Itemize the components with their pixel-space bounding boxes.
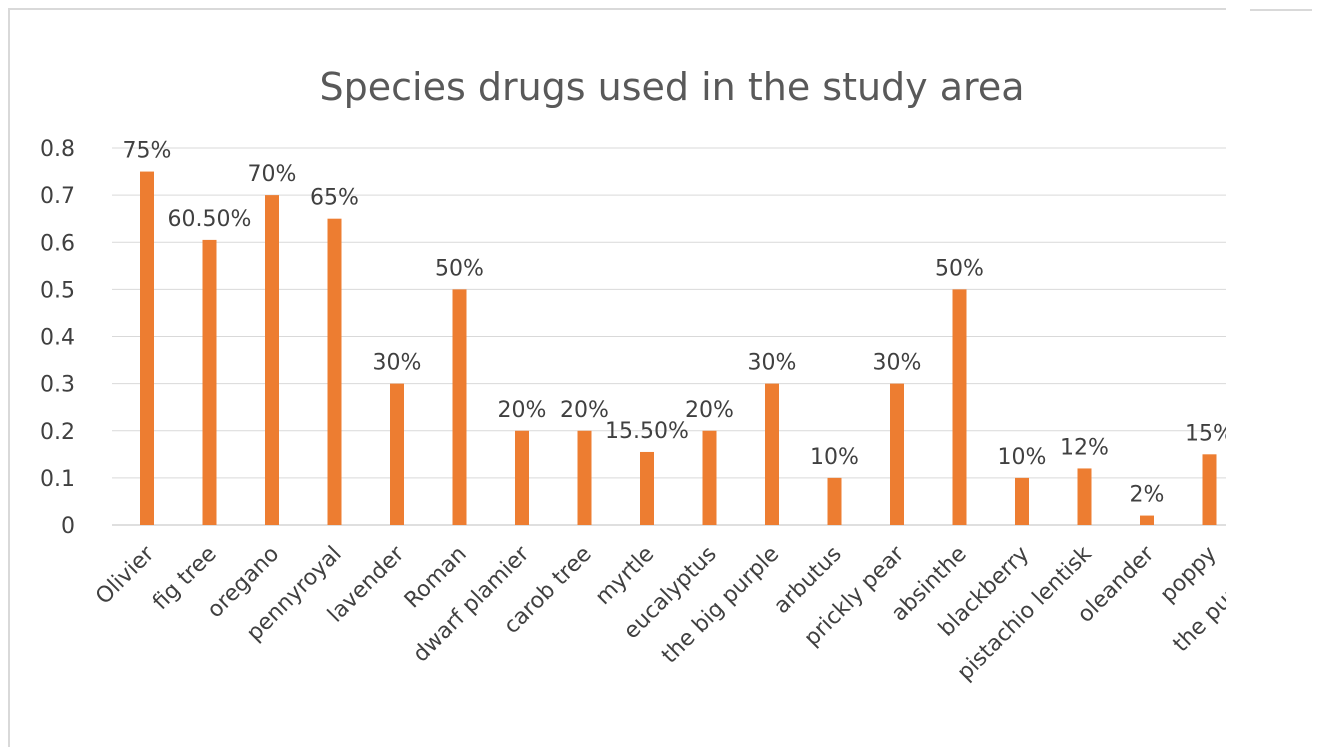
bar (577, 430, 592, 525)
y-tick-label: 0.8 (40, 137, 75, 162)
bar (390, 383, 404, 525)
bar (640, 451, 654, 525)
bar (265, 195, 279, 525)
bar (1015, 477, 1029, 525)
y-tick-label: 0.5 (40, 278, 75, 303)
data-label: 75% (123, 139, 172, 164)
bar (202, 239, 217, 526)
y-tick-label: 0.2 (40, 420, 75, 445)
data-label: 65% (310, 186, 359, 211)
y-axis-tick-labels: 0 0.1 0.2 0.3 0.4 0.5 0.6 0.7 0.8 (40, 137, 75, 539)
bar (765, 383, 779, 525)
bar (1202, 454, 1217, 525)
bar (1140, 515, 1154, 525)
bar (1077, 468, 1092, 525)
data-label: 15% (1185, 421, 1226, 446)
y-tick-label: 0.4 (40, 326, 75, 351)
data-label: 20% (498, 398, 547, 423)
data-label: 30% (748, 351, 797, 376)
gridlines (112, 147, 1226, 526)
bar-chart: Species drugs used in the study area 0 0.… (40, 65, 1226, 686)
bar (702, 430, 717, 525)
bar (140, 171, 154, 525)
chart-title: Species drugs used in the study area (320, 65, 1025, 109)
window-edge (1226, 0, 1325, 747)
data-label: 2% (1130, 483, 1165, 508)
data-label: 60.50% (168, 207, 252, 232)
bar (515, 430, 529, 525)
y-tick-label: 0.7 (40, 184, 75, 209)
y-tick-label: 0 (61, 514, 75, 539)
bar (827, 477, 842, 525)
data-labels: 75%60.50%70%65%30%50%20% 20%15.50%20%30%1… (123, 139, 1226, 508)
data-label: 15.50% (605, 419, 689, 444)
data-label: 30% (873, 351, 922, 376)
chart-area: Species drugs used in the study area 0 0.… (8, 8, 1226, 747)
bars (140, 171, 1217, 526)
y-tick-label: 0.1 (40, 467, 75, 492)
divider (1250, 9, 1312, 11)
data-label: 20% (560, 398, 609, 423)
data-label: 12% (1060, 435, 1109, 460)
data-label: 10% (810, 445, 859, 470)
y-tick-label: 0.3 (40, 373, 75, 398)
x-tick-label: the big purple (657, 542, 784, 669)
data-label: 50% (435, 256, 484, 281)
data-label: 20% (685, 398, 734, 423)
bar (890, 383, 904, 525)
bar (952, 289, 967, 525)
data-label: 10% (998, 445, 1047, 470)
data-label: 50% (935, 256, 984, 281)
data-label: 30% (373, 351, 422, 376)
bar (327, 218, 342, 525)
data-label: 70% (248, 162, 297, 187)
y-tick-label: 0.6 (40, 231, 75, 256)
bar (452, 289, 467, 525)
